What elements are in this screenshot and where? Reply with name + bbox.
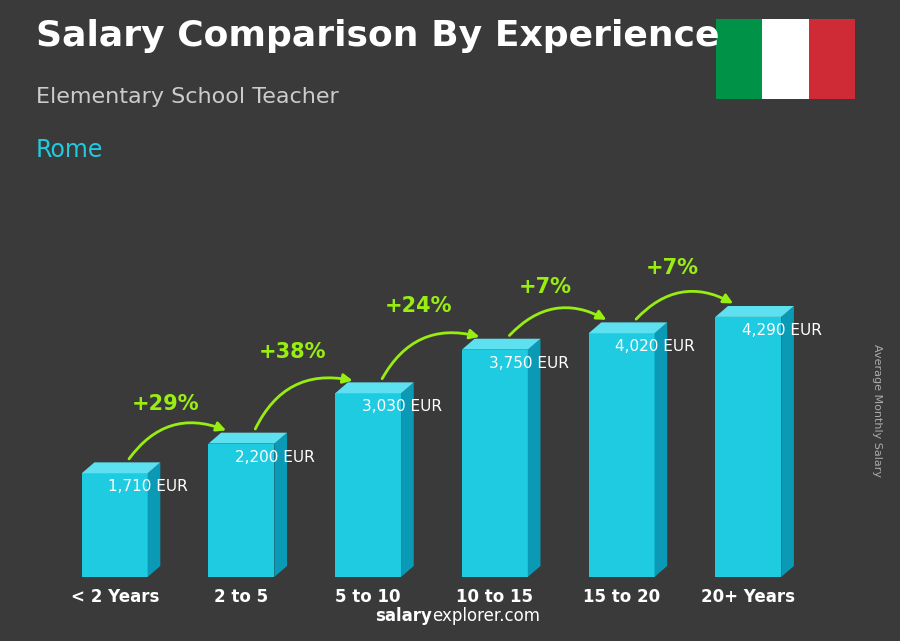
- Polygon shape: [527, 338, 541, 577]
- Polygon shape: [589, 322, 667, 333]
- Text: +29%: +29%: [131, 394, 199, 415]
- Polygon shape: [335, 383, 414, 394]
- Polygon shape: [462, 338, 541, 349]
- Polygon shape: [781, 306, 794, 577]
- Text: 1,710 EUR: 1,710 EUR: [108, 479, 188, 494]
- Polygon shape: [401, 383, 414, 577]
- Text: +38%: +38%: [258, 342, 326, 362]
- Polygon shape: [716, 306, 794, 317]
- Text: +24%: +24%: [385, 296, 453, 316]
- Text: 4,290 EUR: 4,290 EUR: [742, 323, 822, 338]
- Text: 3,750 EUR: 3,750 EUR: [489, 356, 569, 370]
- Text: Elementary School Teacher: Elementary School Teacher: [36, 87, 338, 106]
- Polygon shape: [148, 462, 160, 577]
- Bar: [335, 394, 401, 577]
- Bar: [82, 473, 148, 577]
- Text: 3,030 EUR: 3,030 EUR: [362, 399, 442, 414]
- Bar: [808, 19, 855, 99]
- Bar: [589, 333, 654, 577]
- Text: Salary Comparison By Experience: Salary Comparison By Experience: [36, 19, 719, 53]
- Polygon shape: [274, 433, 287, 577]
- Polygon shape: [82, 462, 160, 473]
- Text: Average Monthly Salary: Average Monthly Salary: [872, 344, 883, 477]
- Text: +7%: +7%: [646, 258, 698, 278]
- Text: +7%: +7%: [519, 277, 572, 297]
- Bar: [762, 19, 808, 99]
- Text: explorer.com: explorer.com: [432, 607, 540, 625]
- Polygon shape: [209, 433, 287, 444]
- Polygon shape: [654, 322, 667, 577]
- Text: 4,020 EUR: 4,020 EUR: [616, 339, 695, 354]
- Bar: [716, 317, 781, 577]
- Bar: [209, 444, 274, 577]
- Text: salary: salary: [375, 607, 432, 625]
- Text: Rome: Rome: [36, 138, 104, 162]
- Text: 2,200 EUR: 2,200 EUR: [235, 449, 315, 465]
- Bar: [462, 349, 527, 577]
- Bar: [716, 19, 762, 99]
